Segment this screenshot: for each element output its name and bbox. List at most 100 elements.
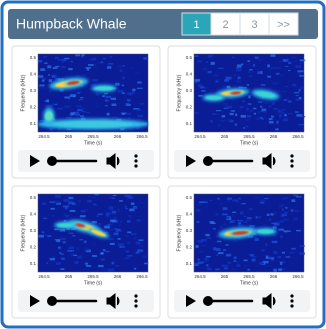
menu-dot[interactable] bbox=[134, 164, 138, 168]
spectrogram-noise bbox=[282, 214, 288, 216]
spectrogram-energy bbox=[255, 91, 276, 98]
spectrogram-noise bbox=[253, 112, 257, 115]
spectrogram-noise bbox=[236, 80, 242, 83]
spectrogram-noise bbox=[283, 197, 289, 199]
spectrogram-noise bbox=[87, 195, 90, 198]
page-label[interactable]: >> bbox=[277, 19, 290, 31]
menu-dot[interactable] bbox=[134, 294, 138, 298]
spectrogram-noise bbox=[213, 247, 217, 251]
spectrogram-noise bbox=[74, 261, 79, 264]
audio-card: 0.5 0.4 0.3 0.2 0.1 Frequency (kHz) 264.5 265 26… bbox=[11, 45, 161, 179]
spectrogram-noise bbox=[280, 215, 285, 217]
spectrogram-noise bbox=[238, 86, 244, 89]
spectrogram-noise bbox=[236, 69, 242, 72]
spectrogram-noise bbox=[290, 209, 294, 212]
spectrogram-noise bbox=[121, 84, 124, 87]
spectrogram-noise bbox=[119, 200, 123, 202]
spectrogram-noise bbox=[299, 116, 306, 118]
spectrogram-noise bbox=[206, 255, 211, 258]
spectrogram-noise bbox=[115, 230, 119, 232]
page-label[interactable]: 1 bbox=[193, 19, 199, 31]
spectrogram-noise bbox=[291, 56, 297, 59]
spectrogram-energy bbox=[74, 223, 85, 227]
spectrogram-noise bbox=[98, 62, 102, 64]
page-label[interactable]: 2 bbox=[222, 19, 228, 31]
spectrogram-noise bbox=[85, 67, 91, 69]
spectrogram-noise bbox=[117, 90, 124, 93]
y-tick-label: 0.4 bbox=[186, 72, 193, 77]
spectrogram-noise bbox=[259, 199, 266, 203]
seek-handle[interactable] bbox=[203, 296, 213, 306]
spectrogram-noise bbox=[223, 222, 227, 226]
menu-dot[interactable] bbox=[290, 159, 294, 163]
spectrogram-noise bbox=[277, 109, 282, 113]
volume-button[interactable] bbox=[262, 292, 276, 310]
spectrogram-noise bbox=[105, 268, 110, 271]
spectrogram-noise bbox=[268, 121, 274, 124]
play-button[interactable] bbox=[186, 155, 196, 167]
play-button[interactable] bbox=[186, 295, 196, 307]
spectrogram-noise bbox=[71, 202, 76, 206]
spectrogram-noise bbox=[250, 255, 257, 258]
spectrogram-noise bbox=[263, 101, 269, 104]
menu-dot[interactable] bbox=[290, 154, 294, 158]
menu-dot[interactable] bbox=[290, 294, 294, 298]
seek-handle[interactable] bbox=[47, 296, 57, 306]
spectrogram-noise bbox=[81, 111, 86, 113]
spectrogram-noise bbox=[125, 207, 128, 210]
spectrogram-noise bbox=[58, 78, 64, 81]
spectrogram-noise bbox=[273, 268, 277, 272]
spectrogram-noise bbox=[241, 100, 246, 103]
seek-handle[interactable] bbox=[47, 156, 57, 166]
spectrogram-noise bbox=[77, 108, 83, 112]
spectrogram-noise bbox=[109, 56, 113, 58]
spectrogram-noise bbox=[143, 57, 148, 60]
y-tick-label: 0.3 bbox=[30, 228, 37, 233]
seek-handle[interactable] bbox=[203, 156, 213, 166]
volume-button[interactable] bbox=[106, 292, 120, 310]
y-axis-label: Frequency (kHz) bbox=[176, 214, 182, 251]
x-tick-label: 266 bbox=[270, 134, 278, 139]
volume-button[interactable] bbox=[106, 152, 120, 170]
menu-dot[interactable] bbox=[290, 164, 294, 168]
volume-button[interactable] bbox=[262, 152, 276, 170]
y-tick-label: 0.2 bbox=[186, 105, 193, 110]
spectrogram-noise bbox=[48, 79, 52, 82]
spectrogram-noise bbox=[40, 68, 46, 71]
page-button[interactable] bbox=[268, 12, 299, 36]
spectrogram-noise bbox=[268, 120, 274, 122]
menu-dot[interactable] bbox=[134, 304, 138, 308]
spectrogram-noise bbox=[274, 67, 281, 70]
menu-dot[interactable] bbox=[134, 154, 138, 158]
spectrogram-noise bbox=[76, 92, 80, 94]
y-tick-label: 0.5 bbox=[30, 195, 37, 200]
menu-dot[interactable] bbox=[290, 299, 294, 303]
spectrogram-noise bbox=[139, 103, 145, 105]
spectrogram-noise bbox=[55, 56, 59, 60]
menu-dot[interactable] bbox=[290, 304, 294, 308]
spectrogram-noise bbox=[119, 221, 123, 224]
play-button[interactable] bbox=[30, 295, 40, 307]
spectrogram-noise bbox=[52, 67, 58, 69]
spectrogram-noise bbox=[125, 250, 130, 253]
page-label[interactable]: 3 bbox=[251, 19, 257, 31]
spectrogram-energy bbox=[53, 121, 133, 128]
spectrogram-noise bbox=[203, 201, 208, 203]
spectrogram-noise bbox=[296, 196, 302, 198]
spectrogram-noise bbox=[42, 217, 48, 219]
spectrogram-noise bbox=[80, 97, 84, 99]
spectrogram-noise bbox=[225, 76, 232, 80]
spectrogram-noise bbox=[257, 111, 261, 115]
spectrogram-noise bbox=[121, 246, 125, 248]
play-button[interactable] bbox=[30, 155, 40, 167]
menu-dot[interactable] bbox=[134, 159, 138, 163]
spectrogram-noise bbox=[261, 118, 265, 120]
spectrogram-noise bbox=[226, 200, 231, 202]
menu-dot[interactable] bbox=[134, 299, 138, 303]
spectrogram bbox=[193, 53, 306, 133]
spectrogram-noise bbox=[111, 261, 115, 265]
spectrogram-noise bbox=[111, 211, 117, 214]
spectrogram-noise bbox=[215, 248, 221, 251]
header-title: Humpback Whale bbox=[16, 16, 127, 32]
x-tick-label: 264.5 bbox=[194, 134, 206, 139]
